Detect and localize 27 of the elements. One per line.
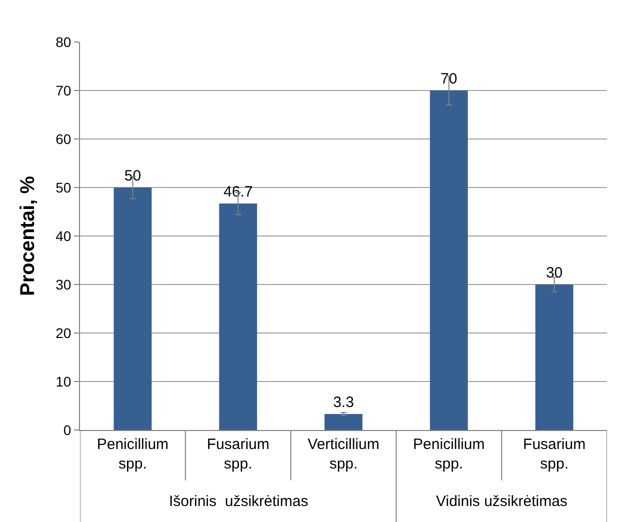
data-label: 50 (124, 168, 142, 184)
data-label: 70 (440, 70, 458, 88)
y-tick-label: 20 (56, 324, 72, 341)
x-tick-label: Fusarium spp. (523, 436, 586, 472)
y-tick-label: 60 (56, 130, 72, 147)
x-tick-label: Penicillium spp. (96, 436, 169, 472)
y-tick-label: 0 (63, 422, 72, 438)
bar (430, 90, 468, 430)
text: Vidinis užsikrėtimas (436, 493, 568, 510)
y-axis-title: Procentai, % (17, 176, 40, 296)
text: Išorinis užsikrėtimas (169, 493, 308, 510)
data-label: 46.7 (224, 184, 253, 201)
x-tick-label: Verticillium spp. (308, 436, 380, 472)
bar (535, 284, 574, 430)
data-label: 3.3 (333, 394, 354, 411)
y-tick-label: 10 (56, 373, 72, 390)
x-tick-label: Fusarium spp. (206, 436, 270, 472)
y-tick-label: 30 (56, 276, 72, 292)
y-tick-label: 70 (56, 82, 72, 98)
y-tick-label: 50 (56, 179, 72, 196)
bar (219, 204, 258, 430)
data-label: 30 (546, 264, 563, 282)
x-tick-label: Penicillium spp. (413, 436, 485, 472)
bar (324, 414, 362, 430)
y-tick-label: 80 (56, 34, 72, 50)
bar (114, 188, 152, 430)
y-tick-label: 40 (56, 228, 72, 244)
